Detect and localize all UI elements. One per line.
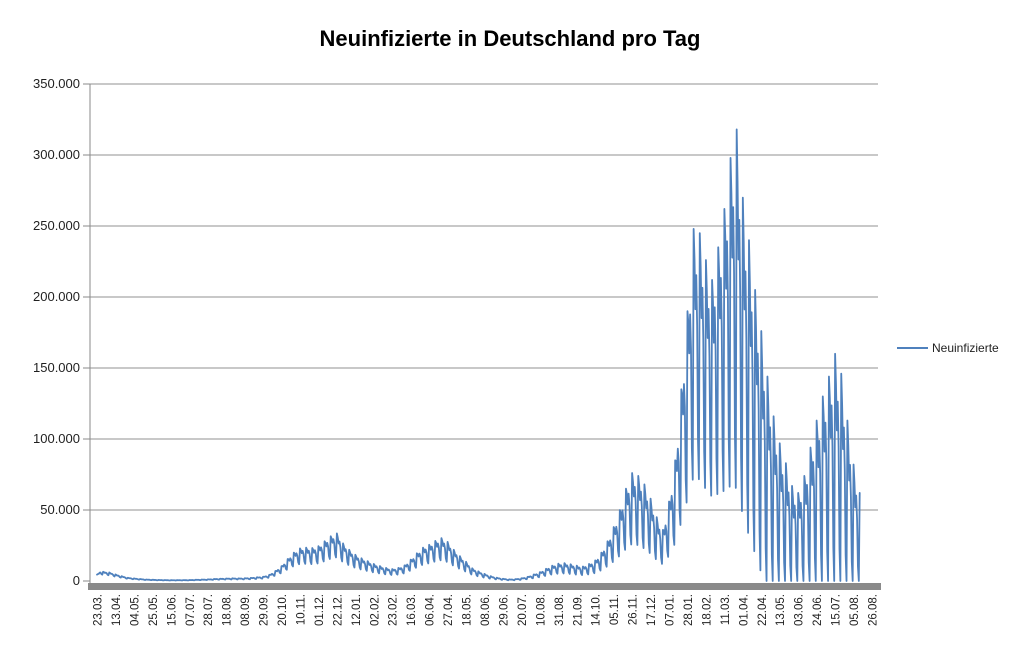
x-axis-label: 20.10. (277, 594, 289, 626)
y-axis-label: 150.000 (33, 360, 80, 375)
x-axis-label: 13.05. (775, 594, 787, 626)
y-axis-label: 250.000 (33, 218, 80, 233)
x-axis-label: 20.07. (517, 594, 529, 626)
x-axis-label: 08.09. (240, 594, 252, 626)
x-axis-label: 08.06. (480, 594, 492, 626)
x-axis-label: 23.03. (93, 594, 105, 626)
x-axis-label: 07.01. (665, 594, 677, 626)
x-axis-label: 31.08. (554, 594, 566, 626)
y-axis-label: 350.000 (33, 76, 80, 91)
series-line-neuinfizierte (96, 128, 861, 582)
x-axis-label: 05.11. (609, 594, 621, 625)
y-axis-label: 200.000 (33, 289, 80, 304)
x-axis-label: 21.09. (572, 594, 584, 626)
x-axis-label: 14.10. (591, 594, 603, 626)
legend-line-marker (897, 347, 928, 349)
x-axis-label: 03.06. (794, 594, 806, 626)
x-axis-label: 12.01. (351, 594, 363, 626)
x-axis-label: 27.04. (443, 594, 455, 626)
x-axis-label: 18.05. (462, 594, 474, 626)
y-axis-label: 300.000 (33, 147, 80, 162)
y-axis-label: 0 (73, 573, 80, 588)
y-axis-label: 50.000 (40, 502, 80, 517)
x-axis-label: 28.07. (203, 594, 215, 626)
x-axis-label: 17.12. (646, 594, 658, 626)
x-axis-bar (88, 583, 881, 590)
x-axis-label: 10.11. (295, 594, 307, 625)
x-axis-label: 02.02. (369, 594, 381, 626)
x-axis-label: 06.04. (425, 594, 437, 626)
x-axis-label: 22.12. (332, 594, 344, 626)
x-axis-label: 01.12. (314, 594, 326, 626)
x-axis-label: 22.04. (757, 594, 769, 626)
x-axis-label: 26.08. (868, 594, 880, 626)
x-axis-label: 15.07. (831, 594, 843, 626)
x-axis-label: 26.11. (628, 594, 640, 625)
x-axis-label: 29.06. (498, 594, 510, 626)
x-axis-label: 18.02. (701, 594, 713, 626)
x-axis-label: 29.09. (259, 594, 271, 626)
x-axis-label: 10.08. (535, 594, 547, 626)
x-axis-label: 25.05. (148, 594, 160, 626)
x-axis-label: 13.04. (111, 594, 123, 626)
y-axis-label: 100.000 (33, 431, 80, 446)
legend-label: Neuinfizierte (932, 341, 999, 355)
x-axis-label: 28.01. (683, 594, 695, 626)
legend: Neuinfizierte (897, 341, 999, 355)
x-axis-label: 07.07. (185, 594, 197, 626)
x-axis-label: 15.06. (166, 594, 178, 626)
x-axis-label: 24.06. (812, 594, 824, 626)
x-axis-label: 01.04. (738, 594, 750, 626)
x-axis-label: 05.08. (849, 594, 861, 626)
x-axis-label: 23.02. (388, 594, 400, 626)
chart-title: Neuinfizierte in Deutschland pro Tag (319, 26, 701, 51)
x-axis-label: 18.08. (222, 594, 234, 626)
x-axis-label: 04.05. (129, 594, 141, 626)
x-axis-label: 11.03. (720, 594, 732, 625)
x-axis-label: 16.03. (406, 594, 418, 626)
